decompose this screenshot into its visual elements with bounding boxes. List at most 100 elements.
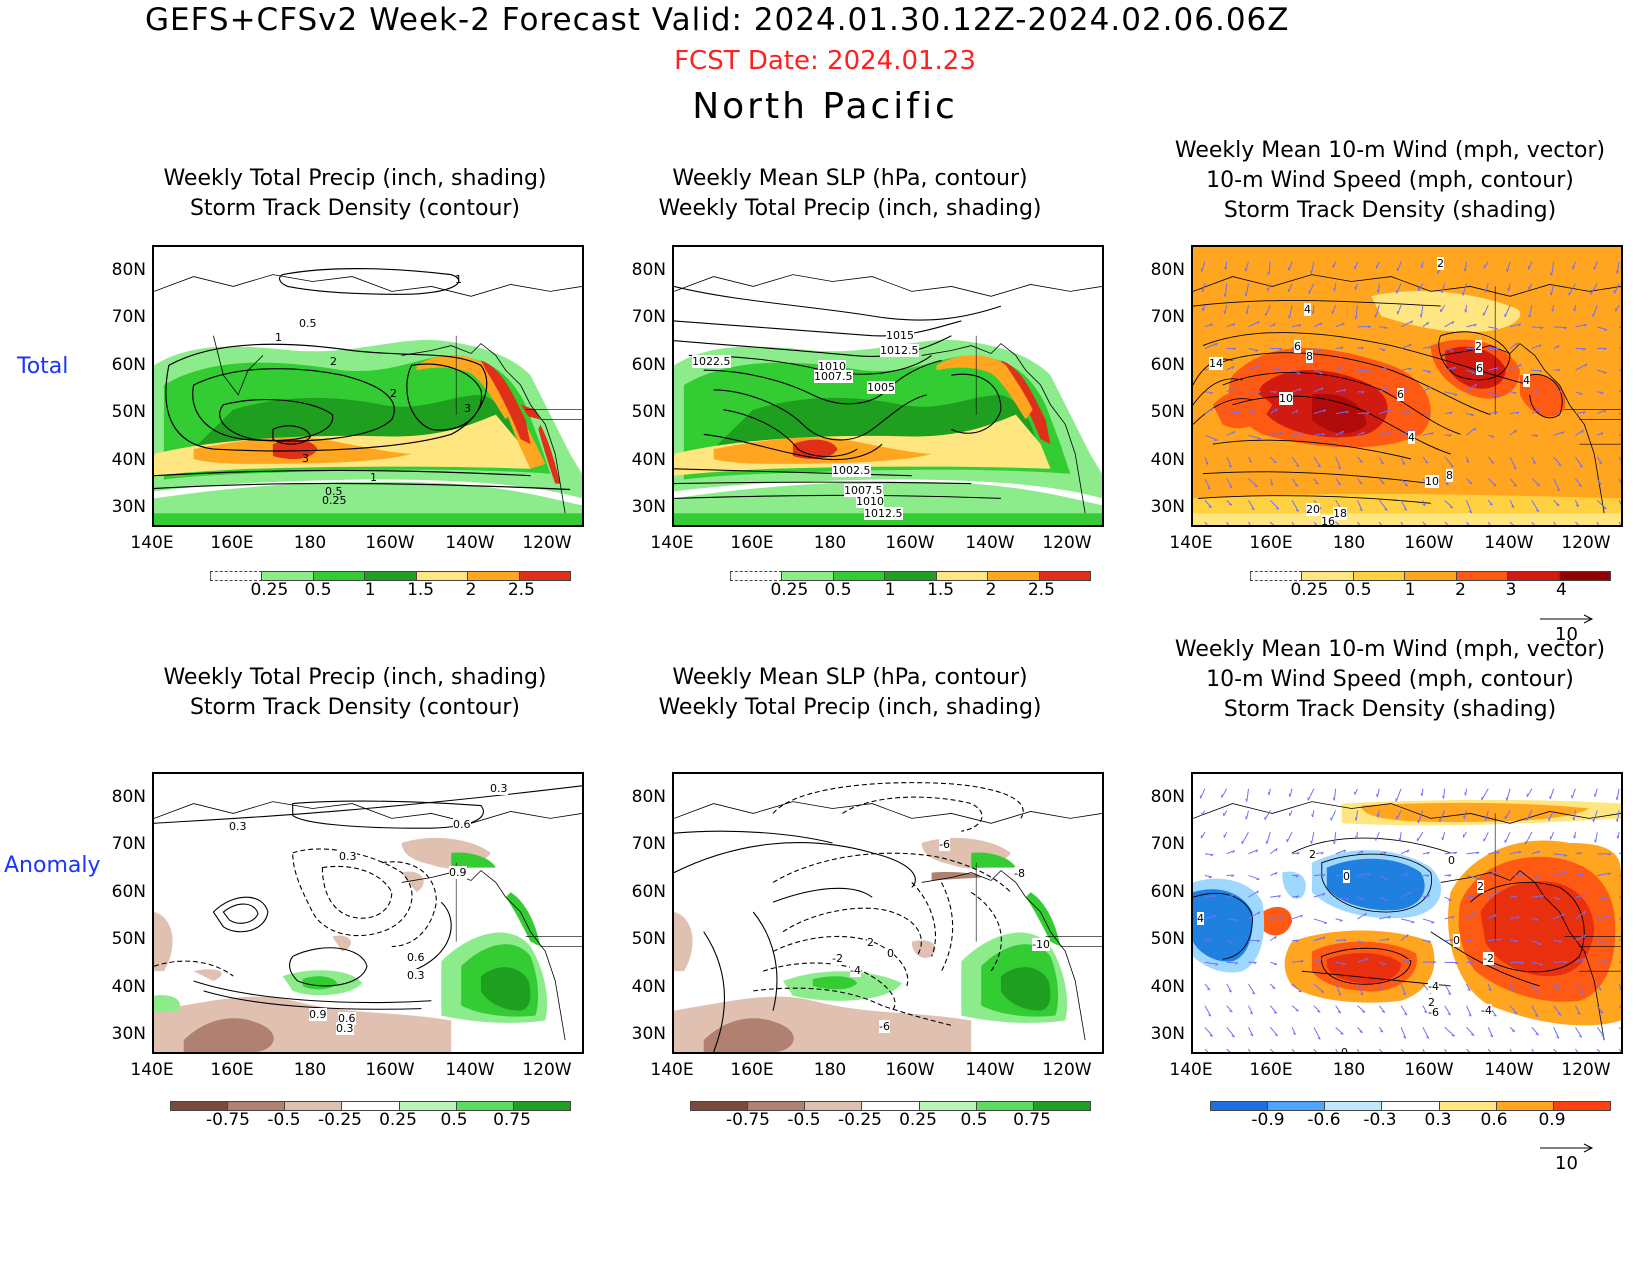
contour-label: 1005 — [867, 381, 895, 394]
wind-vector — [1575, 429, 1584, 436]
contour-label: -6 — [1428, 1006, 1439, 1019]
wind-vector — [1422, 456, 1429, 464]
wind-vector-head — [1257, 365, 1260, 369]
wind-vector-head — [1255, 349, 1259, 352]
wind-vector — [1335, 983, 1342, 996]
wind-vector — [1313, 1005, 1321, 1013]
wind-vector — [1422, 1027, 1430, 1039]
wind-vector — [1553, 1027, 1560, 1039]
wind-vector — [1618, 961, 1621, 963]
wind-vector-head — [1251, 507, 1255, 511]
wind-vector — [1226, 893, 1234, 898]
wind-vector-head — [1244, 293, 1247, 297]
wind-vector — [1357, 1027, 1363, 1033]
wind-vector-head — [1493, 1014, 1497, 1017]
wind-vector — [1509, 895, 1517, 898]
wind-vector-head — [1540, 326, 1544, 330]
lat-tick-label: 70N — [631, 307, 666, 327]
wind-vector-head — [1300, 914, 1303, 918]
wind-vector-head — [1343, 939, 1347, 942]
wind-vector-head — [1388, 916, 1392, 919]
wind-vector — [1553, 961, 1568, 963]
wind-vector — [1226, 456, 1232, 468]
wind-vector — [1506, 261, 1511, 272]
wind-vector — [1465, 1005, 1472, 1017]
wind-vector — [1422, 432, 1434, 436]
contour-label: 0 — [1453, 934, 1460, 947]
contour-label: 0 — [1343, 870, 1350, 883]
wind-vector — [1313, 1048, 1317, 1052]
wind-vector-head — [1385, 899, 1389, 902]
wind-vector-head — [1311, 814, 1314, 818]
wind-vector-head — [1505, 797, 1508, 801]
wind-vector — [1268, 788, 1271, 796]
lon-tick-label: 160E — [730, 533, 774, 553]
wind-vector-head — [1404, 1013, 1408, 1016]
wind-vector — [1400, 456, 1406, 465]
wind-vector-head — [1448, 874, 1452, 877]
wind-vector — [1509, 983, 1515, 992]
wind-vector — [1483, 304, 1489, 316]
wind-vector-head — [1495, 347, 1499, 351]
contour-label: 14 — [1209, 357, 1223, 370]
colorbar-total-precip-2 — [730, 571, 1091, 581]
wind-vector — [1400, 1048, 1405, 1052]
wind-vector-head — [1273, 963, 1278, 966]
wind-vector-head — [1555, 987, 1560, 990]
wind-vector — [1288, 261, 1293, 271]
wind-vector — [1226, 430, 1235, 436]
row-label-total: Total — [17, 354, 69, 379]
wind-vector-head — [1572, 817, 1575, 821]
wind-vector — [1444, 411, 1453, 415]
contour-label: 8 — [1306, 350, 1313, 363]
wind-vector — [1355, 810, 1358, 821]
contour-label: 0.3 — [339, 850, 357, 863]
contour-label: -2 — [1483, 952, 1494, 965]
wind-vector-head — [1215, 342, 1218, 346]
wind-vector — [1553, 456, 1562, 467]
wind-vector — [1509, 850, 1522, 855]
wind-vector-head — [1556, 504, 1560, 506]
wind-vector — [1596, 521, 1599, 525]
wind-vector-head — [1368, 370, 1372, 373]
wind-vector-head — [1577, 1012, 1581, 1015]
wind-vector-head — [1355, 835, 1358, 839]
lat-tick-label: 70N — [1150, 307, 1185, 327]
wind-vector-head — [1466, 460, 1470, 463]
lon-tick-label: 160W — [1404, 533, 1454, 553]
wind-vector-head — [1256, 890, 1259, 894]
wind-vector-head — [1205, 462, 1209, 466]
wind-vector-head — [1558, 1013, 1562, 1016]
wind-vector-head — [1561, 431, 1565, 435]
wind-vector — [1313, 521, 1318, 525]
wind-vector — [1357, 500, 1363, 512]
wind-vector — [1553, 368, 1561, 371]
wind-vector — [1575, 894, 1586, 898]
contour-label: -4 — [850, 964, 861, 977]
wind-vector-head — [1279, 431, 1283, 435]
wind-vector — [1378, 983, 1383, 991]
wind-vector — [1466, 983, 1471, 992]
wind-vector — [1245, 261, 1249, 272]
wind-vector-head — [1575, 504, 1579, 507]
wind-vector-head — [1603, 372, 1607, 374]
wind-vector-head — [1383, 963, 1387, 966]
wind-vector-head — [1231, 1035, 1235, 1038]
wind-vector — [1204, 434, 1218, 441]
wind-vector — [1226, 386, 1235, 393]
wind-vector-head — [1385, 386, 1388, 390]
wind-vector-head — [1231, 894, 1234, 898]
wind-vector-head — [1520, 874, 1524, 877]
wind-vector-head — [1511, 988, 1515, 992]
wind-vector-head — [1515, 940, 1519, 943]
wind-vector-head — [1332, 841, 1336, 845]
wind-vector — [1574, 500, 1580, 507]
wind-vector-head — [1467, 988, 1471, 992]
wind-vector — [1335, 1026, 1344, 1035]
wind-vector-head — [1451, 321, 1455, 325]
wind-vector — [1400, 478, 1409, 487]
wind-vector-head — [1440, 289, 1443, 294]
wind-vector — [1226, 365, 1235, 371]
wind-vector-head — [1211, 407, 1214, 411]
wind-vector-head — [1339, 365, 1342, 370]
